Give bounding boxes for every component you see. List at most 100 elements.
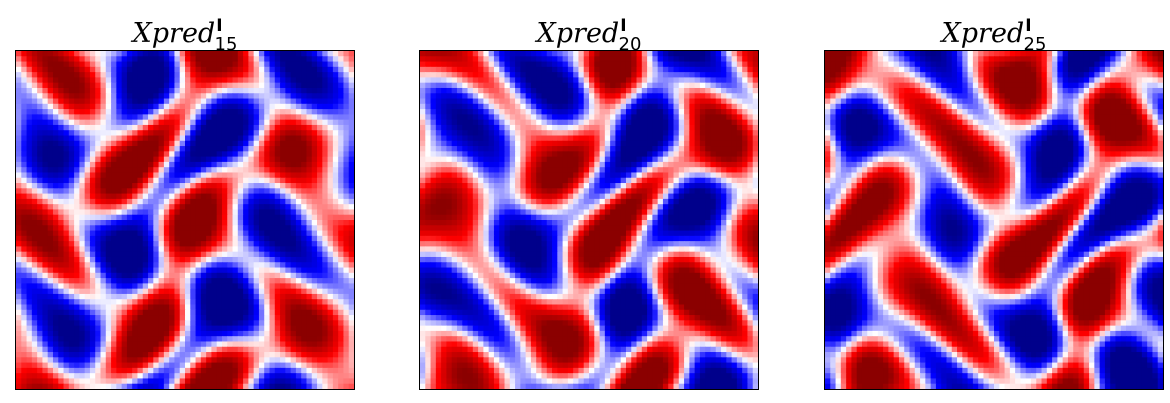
heatmap-cell	[21, 304, 28, 311]
heatmap-cell	[195, 193, 202, 200]
heatmap-cell	[343, 188, 350, 195]
heatmap-cell	[237, 293, 244, 300]
heatmap-cell	[31, 262, 38, 269]
heatmap-cell	[195, 167, 202, 174]
heatmap-cell	[269, 77, 276, 84]
heatmap-cell	[317, 93, 323, 100]
heatmap-cell	[269, 56, 276, 63]
heatmap-cell	[747, 56, 754, 63]
heatmap-cell	[285, 373, 292, 380]
heatmap-cell	[322, 309, 329, 316]
heatmap-cell	[190, 114, 197, 121]
heatmap-cell	[169, 352, 176, 358]
heatmap-cell	[16, 267, 22, 274]
heatmap-cell	[747, 87, 754, 94]
heatmap-cell	[493, 72, 500, 79]
heatmap-cell	[295, 93, 302, 100]
heatmap-cell	[121, 251, 128, 258]
heatmap-cell	[153, 61, 160, 68]
heatmap-cell	[264, 188, 271, 195]
heatmap-cell	[58, 225, 65, 232]
heatmap-cell	[248, 235, 255, 242]
heatmap-cell	[216, 241, 223, 248]
heatmap-cell	[132, 299, 139, 306]
heatmap-cell	[121, 220, 128, 226]
heatmap-cell	[153, 383, 160, 389]
heatmap-cell	[121, 87, 128, 94]
heatmap-cell	[583, 119, 590, 126]
heatmap-cell	[52, 193, 59, 200]
heatmap-cell	[79, 325, 86, 332]
heatmap-cell	[620, 87, 627, 94]
heatmap-cell	[26, 56, 33, 63]
heatmap-cell	[243, 167, 249, 174]
heatmap-cell	[31, 288, 38, 295]
heatmap-cell	[301, 235, 308, 242]
heatmap-cell	[715, 93, 722, 100]
heatmap-cell	[290, 293, 297, 300]
heatmap-cell	[752, 77, 758, 84]
heatmap-cell	[227, 272, 234, 279]
heatmap-cell	[317, 336, 323, 343]
heatmap-cell	[338, 315, 345, 321]
heatmap-cell	[132, 87, 139, 94]
heatmap-cell	[153, 336, 160, 343]
heatmap-cell	[285, 109, 292, 115]
heatmap-cell	[16, 262, 22, 269]
heatmap-cell	[525, 66, 532, 73]
heatmap-cell	[89, 82, 96, 89]
heatmap-cell	[47, 156, 54, 163]
heatmap-cell	[58, 193, 65, 200]
heatmap-cell	[163, 135, 170, 142]
heatmap-cell	[211, 161, 218, 168]
heatmap-cell	[332, 172, 339, 179]
heatmap-cell	[274, 161, 281, 168]
heatmap-cell	[332, 330, 339, 337]
heatmap-cell	[174, 119, 181, 126]
heatmap-cell	[174, 283, 181, 290]
heatmap-cell	[221, 87, 228, 94]
heatmap-cell	[190, 346, 197, 353]
heatmap-cell	[195, 124, 202, 131]
heatmap-cell	[37, 278, 44, 284]
heatmap-cell	[31, 114, 38, 121]
heatmap-cell	[42, 336, 49, 343]
heatmap-cell	[105, 209, 112, 216]
heatmap-cell	[126, 288, 133, 295]
heatmap-cell	[253, 325, 260, 332]
heatmap-cell	[121, 357, 128, 364]
heatmap-cell	[121, 336, 128, 343]
heatmap-cell	[42, 119, 49, 126]
heatmap-cell	[322, 267, 329, 274]
heatmap-cell	[195, 362, 202, 369]
heatmap-cell	[253, 278, 260, 284]
heatmap-cell	[42, 87, 49, 94]
heatmap-cell	[16, 230, 22, 237]
heatmap-cell	[132, 272, 139, 279]
heatmap-cell	[89, 61, 96, 68]
heatmap-cell	[684, 51, 690, 57]
heatmap-cell	[221, 103, 228, 110]
heatmap-cell	[343, 336, 350, 343]
heatmap-cell	[285, 367, 292, 374]
heatmap-cell	[31, 383, 38, 389]
heatmap-cell	[295, 193, 302, 200]
heatmap-cell	[89, 209, 96, 216]
heatmap-cell	[493, 66, 500, 73]
heatmap-cell	[343, 341, 350, 348]
heatmap-cell	[525, 87, 532, 94]
heatmap-cell	[158, 87, 165, 94]
heatmap-cell	[327, 103, 334, 110]
heatmap-cell	[715, 98, 722, 105]
heatmap-cell	[327, 320, 334, 327]
heatmap-cell	[441, 61, 448, 68]
heatmap-cell	[153, 87, 160, 94]
heatmap-cell	[446, 87, 453, 94]
heatmap-cell	[116, 109, 123, 115]
heatmap-cell	[200, 114, 207, 121]
heatmap-cell	[185, 235, 191, 242]
heatmap-cell	[63, 161, 70, 168]
heatmap-cell	[158, 214, 165, 221]
heatmap-cell	[142, 362, 149, 369]
heatmap-cell	[557, 119, 564, 126]
